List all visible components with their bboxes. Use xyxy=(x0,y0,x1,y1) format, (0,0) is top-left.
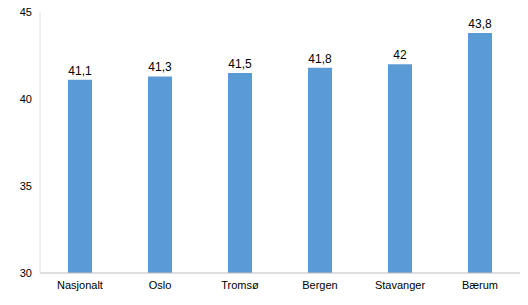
svg-text:Oslo: Oslo xyxy=(149,279,172,291)
svg-text:Nasjonalt: Nasjonalt xyxy=(57,279,103,291)
svg-text:Bergen: Bergen xyxy=(302,279,337,291)
svg-text:35: 35 xyxy=(20,180,32,192)
svg-text:43,8: 43,8 xyxy=(468,17,492,31)
svg-text:40: 40 xyxy=(20,93,32,105)
svg-text:41,8: 41,8 xyxy=(308,52,332,66)
svg-text:41,1: 41,1 xyxy=(68,64,92,78)
svg-text:Tromsø: Tromsø xyxy=(221,279,259,291)
svg-text:30: 30 xyxy=(20,267,32,279)
svg-text:41,3: 41,3 xyxy=(148,60,172,74)
svg-text:42: 42 xyxy=(393,48,407,62)
svg-text:45: 45 xyxy=(20,6,32,18)
svg-text:Stavanger: Stavanger xyxy=(375,279,425,291)
svg-text:Bærum: Bærum xyxy=(462,279,498,291)
svg-text:41,5: 41,5 xyxy=(228,57,252,71)
